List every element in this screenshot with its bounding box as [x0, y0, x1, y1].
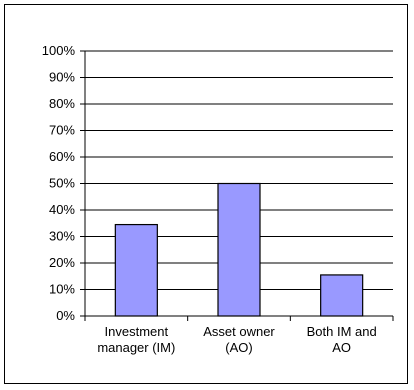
- y-tick-label: 30%: [49, 229, 75, 244]
- bar-layer: [114, 182, 364, 317]
- bar: [320, 274, 364, 317]
- y-tick-label: 60%: [49, 149, 75, 164]
- y-tick-label: 0%: [56, 308, 75, 323]
- x-category-label: Asset owner: [203, 324, 275, 339]
- x-category-label: manager (IM): [97, 340, 175, 355]
- bar: [114, 223, 158, 317]
- x-category-label: Both IM and: [307, 324, 377, 339]
- y-tick-label: 40%: [49, 202, 75, 217]
- y-tick-label: 50%: [49, 176, 75, 191]
- y-tick-label: 90%: [49, 70, 75, 85]
- x-category-label: (AO): [225, 340, 252, 355]
- y-tick-label: 70%: [49, 123, 75, 138]
- y-tick-label: 20%: [49, 255, 75, 270]
- y-tick-label: 10%: [49, 282, 75, 297]
- bar: [217, 182, 261, 317]
- x-category-label: Investment: [105, 324, 169, 339]
- chart-frame: [4, 4, 408, 384]
- axis-layer: [80, 50, 394, 321]
- y-tick-label: 100%: [42, 43, 76, 58]
- label-layer: 0% 10% 20% 30% 40% 50% 60% 70% 80% 90% 100% Investm…: [42, 43, 377, 355]
- y-tick-label: 80%: [49, 96, 75, 111]
- x-category-label: AO: [332, 340, 351, 355]
